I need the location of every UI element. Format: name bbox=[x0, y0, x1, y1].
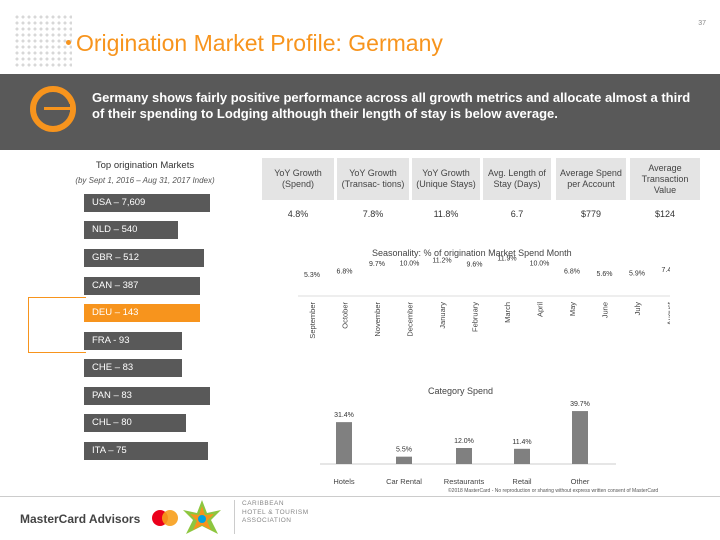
category-name-label: Retail bbox=[512, 477, 532, 486]
category-spend-chart: 31.4% Hotels 5.5% Car Rental 12.0% Restaurant… bbox=[320, 401, 616, 486]
markets-subtitle: (by Sept 1, 2016 – Aug 31, 2017 Index) bbox=[75, 176, 215, 185]
market-bar-chl: CHL – 80 bbox=[84, 414, 186, 432]
category-value-label: 39.7% bbox=[570, 401, 590, 408]
dot-grid-decoration bbox=[14, 14, 72, 68]
market-bar-che: CHE – 83 bbox=[84, 359, 182, 377]
chta-line-2: HOTEL & TOURISM bbox=[242, 508, 309, 516]
seasonality-value-label: 5.3% bbox=[304, 272, 320, 279]
seasonality-month-label: September bbox=[308, 301, 317, 338]
category-chart-title: Category Spend bbox=[428, 386, 494, 396]
category-name-label: Hotels bbox=[333, 477, 355, 486]
market-bar-ita: ITA – 75 bbox=[84, 442, 208, 460]
kpi-value-transaction-value: $124 bbox=[654, 209, 676, 219]
kpi-value-length-of-stay: 6.7 bbox=[510, 209, 524, 219]
market-bar-usa: USA – 7,609 bbox=[84, 194, 210, 212]
seasonality-value-label: 5.6% bbox=[597, 271, 613, 278]
mastercard-advisors-wordmark: MasterCard Advisors bbox=[20, 512, 141, 526]
seasonality-month-label: August bbox=[666, 301, 671, 325]
title-bullet-icon bbox=[66, 40, 71, 45]
kpi-header-length-of-stay: Avg. Length of Stay (Days) bbox=[483, 158, 551, 200]
seasonality-month-label: January bbox=[438, 302, 447, 329]
seasonality-value-label: 11.9% bbox=[497, 256, 516, 263]
kpi-value-spend-growth: 4.8% bbox=[287, 209, 309, 219]
highlight-bracket bbox=[28, 297, 86, 353]
market-bar-nld: NLD – 540 bbox=[84, 221, 178, 239]
seasonality-month-label: April bbox=[536, 302, 545, 317]
seasonality-value-label: 9.7% bbox=[369, 261, 385, 268]
kpi-header-stays-growth: YoY Growth (Unique Stays) bbox=[412, 158, 480, 200]
category-bar bbox=[456, 448, 472, 464]
seasonality-value-label: 7.4% bbox=[662, 267, 670, 274]
kpi-header-spend-growth: YoY Growth (Spend) bbox=[262, 158, 334, 200]
category-name-label: Restaurants bbox=[444, 477, 485, 486]
kpi-header-transaction-value: Average Transaction Value bbox=[630, 158, 700, 200]
market-bar-gbr: GBR – 512 bbox=[84, 249, 204, 267]
seasonality-month-label: May bbox=[568, 302, 577, 316]
page-title: Origination Market Profile: Germany bbox=[76, 30, 443, 56]
seasonality-month-label: March bbox=[503, 302, 512, 323]
kpi-value-stays-growth: 11.8% bbox=[433, 209, 459, 219]
banner-ring-line bbox=[44, 107, 70, 110]
seasonality-chart: 5.3% September 6.8% October 9.7% November 10.0… bbox=[298, 256, 671, 339]
mastercard-advisors-logo: MasterCard Advisors bbox=[20, 508, 178, 530]
seasonality-month-label: December bbox=[406, 302, 415, 337]
banner-text: Germany shows fairly positive performanc… bbox=[92, 90, 691, 121]
category-bar bbox=[514, 448, 530, 464]
market-bar-can: CAN – 387 bbox=[84, 277, 200, 295]
seasonality-value-label: 6.8% bbox=[564, 268, 580, 275]
market-bar-fra: FRA - 93 bbox=[84, 332, 182, 350]
seasonality-month-label: November bbox=[373, 302, 382, 337]
category-value-label: 12.0% bbox=[454, 438, 474, 445]
seasonality-value-label: 10.0% bbox=[530, 260, 550, 267]
market-bar-deu: DEU – 143 bbox=[84, 304, 200, 322]
kpi-header-transaction-growth: YoY Growth (Transac- tions) bbox=[337, 158, 409, 200]
copyright-notice: ©2018 MasterCard - No reproduction or sh… bbox=[448, 488, 659, 494]
seasonality-chart-title: Seasonality: % of origination Market Spe… bbox=[372, 248, 572, 258]
chta-star-logo-icon bbox=[183, 500, 221, 534]
kpi-header-spend-per-account: Average Spend per Account bbox=[556, 158, 626, 200]
seasonality-value-label: 10.0% bbox=[400, 260, 420, 267]
banner-ring-icon bbox=[30, 86, 76, 132]
mastercard-yellow-circle-icon bbox=[162, 510, 178, 526]
footer-vertical-divider bbox=[234, 500, 235, 534]
summary-banner bbox=[0, 74, 720, 150]
chta-wordmark: CARIBBEAN HOTEL & TOURISM ASSOCIATION bbox=[242, 500, 309, 526]
category-bar bbox=[396, 456, 412, 464]
seasonality-value-label: 9.6% bbox=[467, 261, 483, 268]
seasonality-month-label: October bbox=[341, 302, 350, 329]
seasonality-month-label: February bbox=[471, 302, 480, 332]
category-bar bbox=[336, 422, 352, 464]
kpi-value-transaction-growth: 7.8% bbox=[362, 209, 384, 219]
seasonality-month-label: July bbox=[633, 302, 642, 316]
chta-line-3: ASSOCIATION bbox=[242, 517, 292, 524]
market-bar-pan: PAN – 83 bbox=[84, 387, 210, 405]
category-value-label: 5.5% bbox=[396, 447, 412, 454]
markets-title: Top origination Markets bbox=[95, 160, 195, 171]
seasonality-value-label: 6.8% bbox=[337, 268, 353, 275]
category-name-label: Car Rental bbox=[386, 477, 422, 486]
page-number: 37 bbox=[698, 20, 706, 27]
category-name-label: Other bbox=[571, 477, 590, 486]
category-value-label: 11.4% bbox=[512, 439, 531, 446]
category-bar bbox=[572, 411, 588, 464]
footer-divider bbox=[0, 496, 720, 497]
seasonality-value-label: 5.9% bbox=[629, 270, 645, 277]
seasonality-value-label: 11.2% bbox=[432, 257, 451, 264]
seasonality-month-label: June bbox=[601, 302, 610, 318]
chta-line-1: CARIBBEAN bbox=[242, 500, 285, 507]
category-value-label: 31.4% bbox=[334, 412, 354, 419]
kpi-value-spend-per-account: $779 bbox=[580, 209, 602, 219]
